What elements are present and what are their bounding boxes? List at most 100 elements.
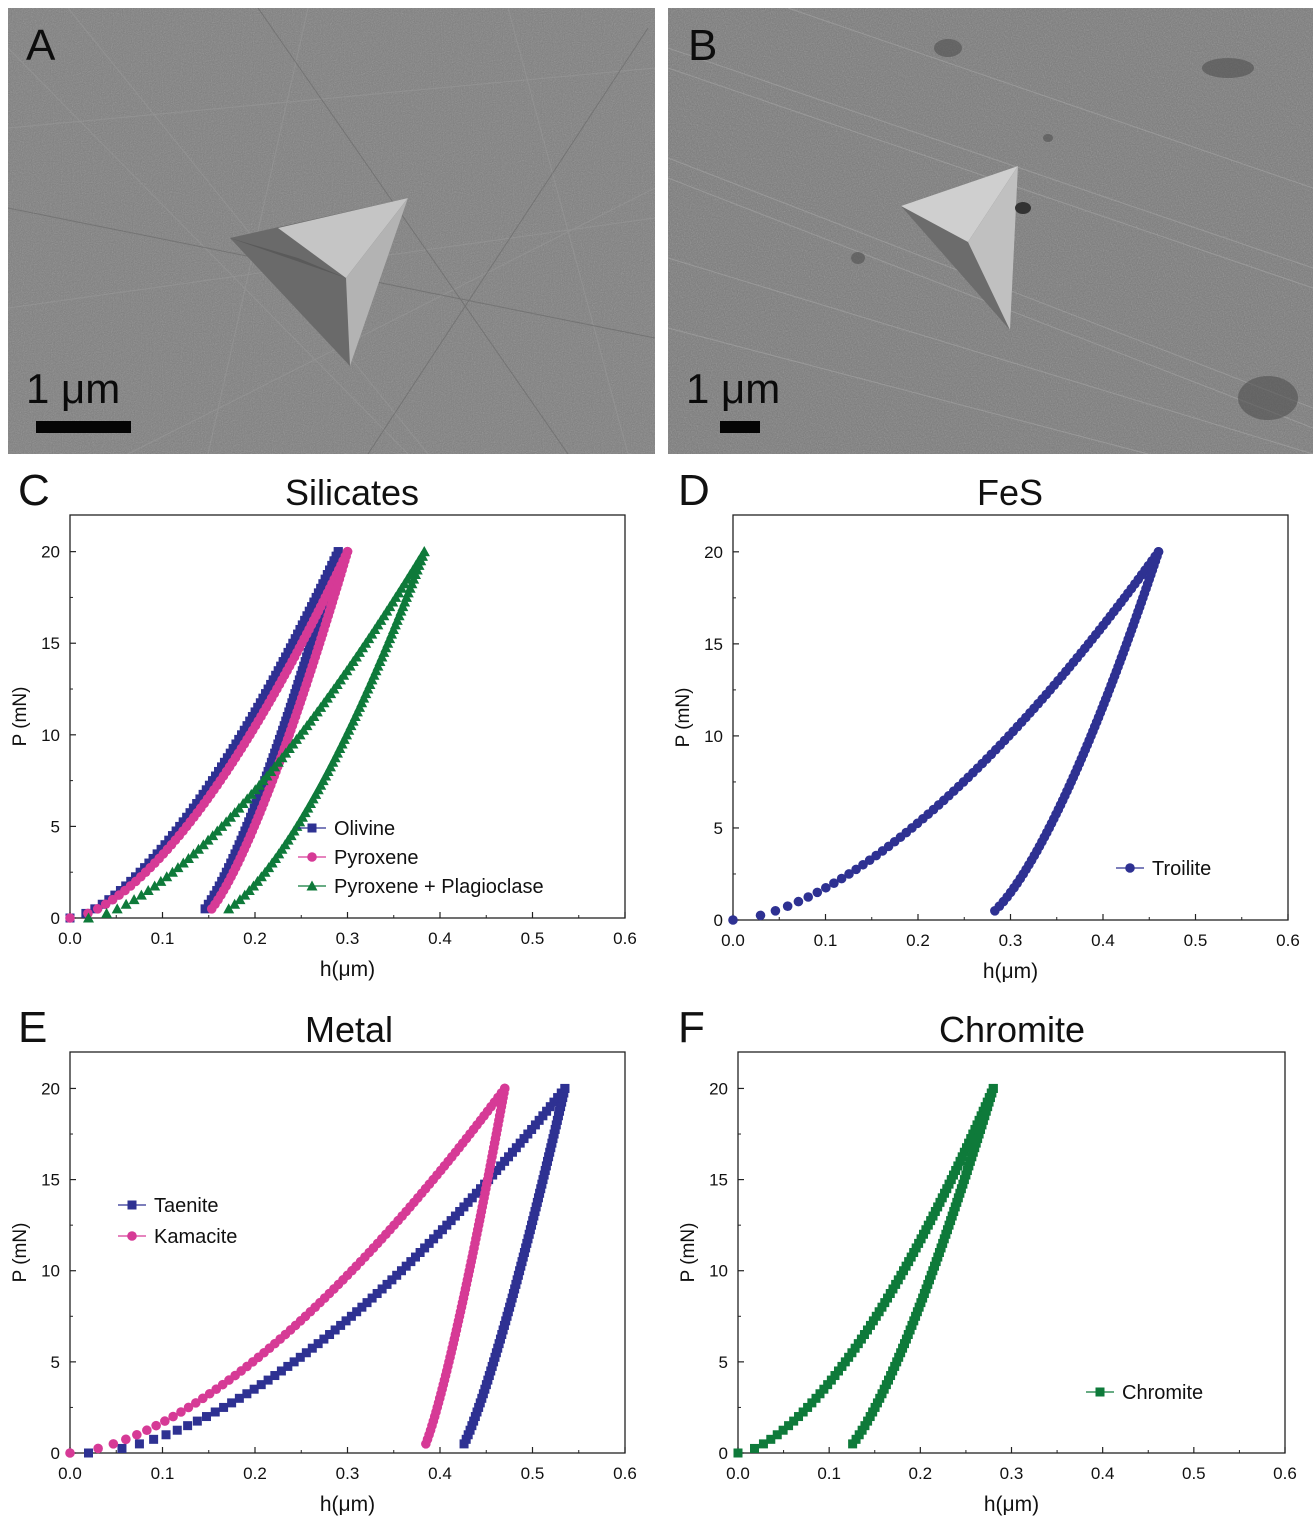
data-point (901, 1261, 911, 1271)
data-point (392, 1270, 402, 1280)
data-point (971, 1138, 981, 1148)
data-point (281, 716, 291, 726)
legend-entry: Pyroxene + Plagioclase (298, 876, 544, 898)
data-point (904, 1257, 914, 1267)
data-point (234, 734, 244, 744)
data-point (518, 1252, 528, 1262)
data-point (928, 1266, 938, 1276)
data-point (918, 1293, 928, 1303)
data-point (970, 1143, 980, 1153)
data-point (265, 762, 275, 772)
data-point (336, 1320, 346, 1330)
y-tick-label: 15 (709, 1171, 728, 1190)
data-point (469, 1416, 479, 1426)
data-point (508, 1289, 518, 1299)
data-point (728, 915, 738, 925)
data-point (228, 744, 238, 754)
data-point (406, 1257, 416, 1267)
data-point (415, 1248, 425, 1257)
data-point (498, 1325, 508, 1335)
data-point (289, 1357, 299, 1367)
data-point (874, 1307, 884, 1317)
data-point (515, 1266, 525, 1276)
data-point (459, 1439, 469, 1449)
data-point (959, 1147, 969, 1157)
data-point (898, 1343, 908, 1353)
data-point (918, 1229, 928, 1239)
data-point (209, 890, 219, 900)
data-point (937, 1193, 947, 1203)
data-point (883, 1293, 893, 1303)
data-point (222, 753, 232, 763)
chart-title: FeS (977, 472, 1043, 513)
data-point (794, 1412, 804, 1422)
data-point (983, 1102, 993, 1112)
data-point (926, 1216, 936, 1226)
data-point (111, 903, 123, 914)
data-point (283, 647, 293, 657)
data-point (784, 1421, 794, 1431)
data-point (309, 629, 319, 639)
data-point (900, 1339, 910, 1349)
data-point (284, 707, 294, 717)
data-point (121, 1434, 131, 1445)
data-point (295, 624, 305, 634)
chart-c: C Silicates 0.0 0.1 0.2 0.3 0.4 0.5 0.6 0 5 10 15 20 h… (10, 466, 637, 981)
data-point (420, 1243, 430, 1253)
data-point (921, 1284, 931, 1294)
data-point (521, 1243, 531, 1253)
panel-label-a: A (26, 21, 56, 70)
legend-marker (307, 852, 317, 862)
legend-entry: Pyroxene (298, 847, 419, 869)
data-point (481, 1380, 491, 1390)
data-point (283, 1361, 293, 1371)
data-point (295, 1352, 305, 1362)
data-point (253, 702, 263, 712)
data-point (539, 1170, 549, 1180)
data-point (931, 1257, 941, 1267)
data-point (906, 1252, 916, 1262)
data-point (152, 849, 162, 859)
data-point (192, 1416, 202, 1426)
data-point (478, 1389, 488, 1399)
y-tick-label: 10 (709, 1262, 728, 1281)
data-point (833, 1366, 843, 1376)
data-point (881, 1380, 891, 1390)
data-point (477, 1393, 487, 1403)
data-point (499, 1083, 510, 1094)
data-point (258, 693, 268, 703)
data-point (486, 1366, 496, 1376)
data-point (911, 1311, 921, 1321)
data-point (467, 1421, 477, 1431)
data-point (84, 1448, 93, 1458)
data-point (232, 844, 242, 854)
data-point (304, 606, 314, 616)
data-point (246, 812, 256, 822)
data-point (93, 1443, 103, 1454)
panel-label-d: D (678, 466, 710, 515)
x-tick-label: 0.6 (1273, 1464, 1297, 1483)
data-point (151, 1420, 161, 1431)
data-point (234, 840, 244, 850)
data-point (255, 698, 265, 708)
data-point (888, 1284, 898, 1294)
panel-label-b: B (688, 21, 718, 70)
y-tick-label: 15 (41, 1171, 60, 1190)
data-point (273, 666, 283, 676)
data-point (552, 1115, 562, 1125)
data-point (837, 1361, 847, 1371)
data-point (401, 1261, 411, 1271)
panel-label-e: E (18, 1003, 47, 1052)
data-point (823, 1380, 833, 1390)
data-point (65, 913, 75, 923)
data-point (549, 1129, 559, 1139)
data-point (302, 611, 312, 621)
data-point (851, 864, 861, 875)
x-tick-label: 0.2 (909, 1464, 933, 1483)
data-point (871, 1311, 881, 1321)
data-point (506, 1298, 516, 1308)
data-point (276, 661, 286, 671)
y-tick-label: 15 (41, 634, 60, 653)
scale-bar-a (36, 421, 131, 433)
data-point (367, 1293, 377, 1303)
